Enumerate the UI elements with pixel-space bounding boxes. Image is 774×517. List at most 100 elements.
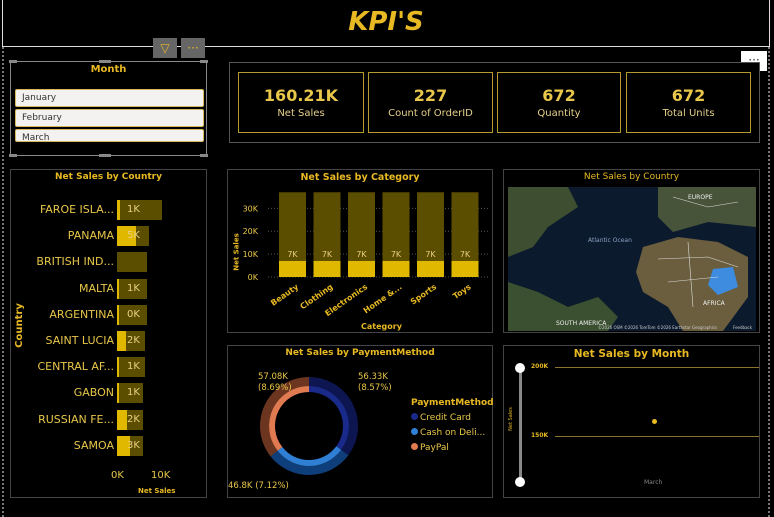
bar[interactable] xyxy=(117,278,119,299)
map-label: SOUTH AMERICA xyxy=(556,320,607,327)
net-sales-by-month-chart: Net Sales by Month Net Sales 200K 150K M… xyxy=(503,345,760,498)
bar-background xyxy=(117,278,148,299)
x-axis-label: Category xyxy=(361,322,402,331)
map-feedback-link[interactable]: Feedback xyxy=(733,325,753,330)
bar[interactable] xyxy=(417,260,444,277)
donut-slice[interactable] xyxy=(309,386,349,450)
filter-icon[interactable]: ▽ xyxy=(153,38,177,58)
kpi-value: 672 xyxy=(671,86,706,105)
more-options-button[interactable]: ··· xyxy=(181,38,205,58)
kpi-total-units: 672 Total Units xyxy=(626,72,751,133)
category-plot: 0K10K20K30K7KBeauty7KClothing7KElectroni… xyxy=(243,192,490,318)
bar-background xyxy=(117,357,145,378)
country-map[interactable]: Atlantic Ocean EUROPE AFRICA SOUTH AMERI… xyxy=(508,187,756,331)
slider-handle-top[interactable] xyxy=(515,363,525,373)
x-tick: Toys xyxy=(451,282,473,301)
data-label: 7K xyxy=(460,250,471,259)
y-tick: 0K xyxy=(248,273,259,282)
bar[interactable] xyxy=(348,260,375,277)
kpi-label: Quantity xyxy=(537,108,581,119)
data-label: 0K xyxy=(127,308,140,320)
y-tick: 30K xyxy=(243,204,259,213)
x-tick: 0K xyxy=(111,470,124,481)
net-sales-by-category-chart: Net Sales by Category 0K 10K 20K 30K 7K Beaut… xyxy=(227,169,493,333)
country-label: GABON xyxy=(73,386,114,400)
net-sales-by-country-chart: Net Sales by Country Country 0K 10K Net … xyxy=(10,169,207,498)
donut-slice-outer[interactable] xyxy=(260,377,309,457)
x-tick: Home &... xyxy=(362,282,404,315)
data-label: 3K xyxy=(127,439,140,451)
data-point-march[interactable] xyxy=(652,419,657,424)
bar[interactable] xyxy=(451,260,479,277)
kpi-net-sales: 160.21K Net Sales xyxy=(238,72,364,133)
kpi-container: 160.21K Net Sales 227 Count of OrderID 672… xyxy=(229,62,760,143)
bar[interactable] xyxy=(117,409,127,430)
kpi-order-count: 227 Count of OrderID xyxy=(368,72,493,133)
legend-label: Cash on Deli... xyxy=(420,428,486,438)
data-label: 57.08K (8.69%) xyxy=(258,372,292,393)
legend-title: PaymentMethod xyxy=(411,398,494,408)
bar[interactable] xyxy=(117,304,119,325)
donut-slice[interactable] xyxy=(269,386,309,451)
y-tick: 20K xyxy=(243,227,259,236)
y-axis-label: Net Sales xyxy=(507,407,514,431)
donut-slice-outer[interactable] xyxy=(309,377,358,456)
donut-slice[interactable] xyxy=(277,446,342,466)
chart-title: Net Sales by PaymentMethod xyxy=(285,348,435,358)
y-tick: 150K xyxy=(531,432,549,439)
map-label: AFRICA xyxy=(703,300,726,307)
country-label: PANAMA xyxy=(67,229,114,243)
slicer-item-march[interactable]: March xyxy=(15,129,204,142)
data-label: 56.33K (8.57%) xyxy=(358,372,392,393)
bar-background xyxy=(117,383,143,404)
y-axis-label: Country xyxy=(13,303,25,348)
bar[interactable] xyxy=(117,435,130,456)
legend-dot-icon xyxy=(411,413,418,420)
data-label: 1K xyxy=(127,282,140,294)
slider-handle-bottom[interactable] xyxy=(515,477,525,487)
y-range-slider[interactable] xyxy=(519,368,522,483)
kpi-value: 672 xyxy=(542,86,576,105)
slicer-item-january[interactable]: January xyxy=(15,89,204,107)
map-attribution: ©2026 OSM ©2026 TomTom ©2026 Earthstar G… xyxy=(598,325,717,330)
legend-label: Credit Card xyxy=(420,413,471,423)
kpi-value: 160.21K xyxy=(263,86,339,105)
legend-item[interactable]: PayPal xyxy=(411,443,485,453)
bar[interactable] xyxy=(279,260,306,277)
slicer-item-february[interactable]: February xyxy=(15,109,204,127)
legend-item[interactable]: Credit Card xyxy=(411,413,485,423)
bar[interactable] xyxy=(117,331,126,351)
map-label: Atlantic Ocean xyxy=(588,237,632,244)
country-label: FAROE ISLA... xyxy=(39,203,114,216)
x-tick: Sports xyxy=(409,282,439,306)
data-label: 1K xyxy=(127,204,140,215)
bar[interactable] xyxy=(117,357,119,378)
bar[interactable] xyxy=(313,260,341,277)
donut-slice-outer[interactable] xyxy=(270,449,349,475)
data-label: 7K xyxy=(391,250,402,259)
bar[interactable] xyxy=(117,200,120,220)
kpi-label: Net Sales xyxy=(277,108,325,119)
bar[interactable] xyxy=(382,260,410,277)
kpi-quantity: 672 Quantity xyxy=(497,72,621,133)
country-label: RUSSIAN FE... xyxy=(38,412,114,426)
chart-title: Net Sales by Category xyxy=(300,172,420,183)
country-label: MALTA xyxy=(78,281,114,295)
x-tick: Beauty xyxy=(269,282,301,308)
data-label: 7K xyxy=(287,250,298,259)
bar-background xyxy=(117,252,148,273)
x-tick: March xyxy=(644,479,663,486)
country-label: ARGENTINA xyxy=(49,307,114,321)
x-tick: 10K xyxy=(151,470,171,481)
month-slicer: Month January February March xyxy=(9,60,208,157)
kpi-value: 227 xyxy=(413,86,448,105)
legend: Credit Card Cash on Deli... PayPal xyxy=(411,413,485,458)
legend-item[interactable]: Cash on Deli... xyxy=(411,428,485,438)
country-label: SAMOA xyxy=(73,438,114,452)
x-axis-label: Net Sales xyxy=(138,487,176,495)
bar[interactable] xyxy=(117,226,137,247)
bar[interactable] xyxy=(117,383,119,404)
kpi-label: Total Units xyxy=(662,108,715,119)
data-label: 7K xyxy=(425,250,436,259)
data-label: 2K xyxy=(127,335,140,346)
